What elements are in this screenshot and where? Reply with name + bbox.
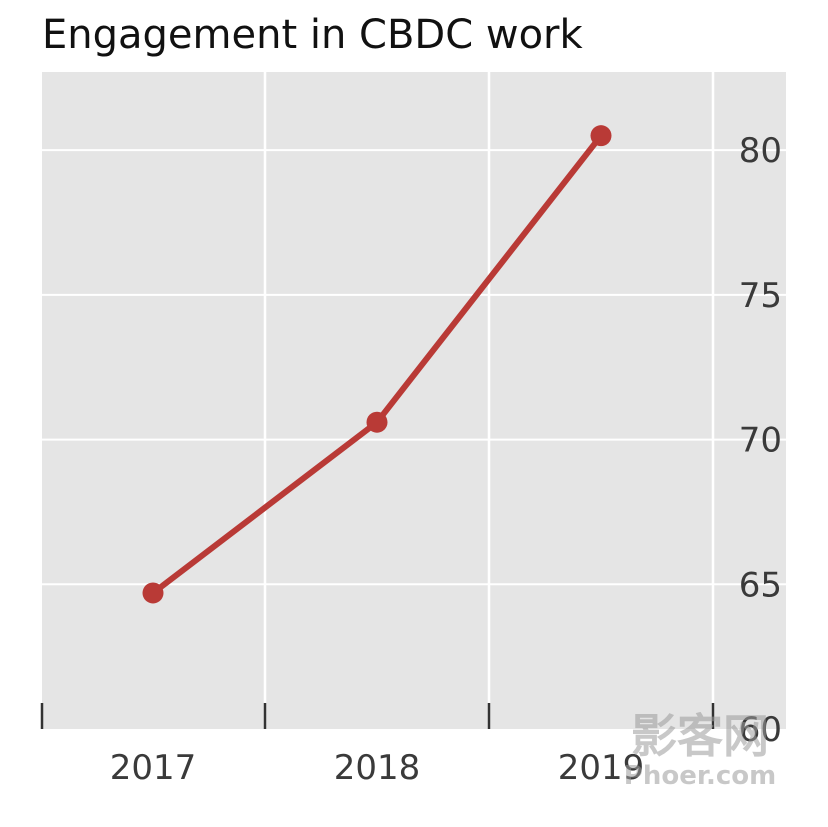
- watermark: 影客网 Phoer.com: [624, 709, 776, 791]
- x-tick-label-2017: 2017: [110, 748, 197, 788]
- data-point-2019: [590, 125, 612, 147]
- watermark-text-cn: 影客网: [631, 709, 769, 763]
- chart-title: Engagement in CBDC work: [42, 12, 583, 58]
- x-tick-label-2019: 2019: [558, 748, 645, 788]
- series-layer: [142, 125, 612, 604]
- watermark-text-site: Phoer.com: [624, 761, 776, 791]
- y-tick-label-80: 80: [739, 131, 782, 171]
- data-point-2018: [366, 411, 388, 433]
- y-tick-label-65: 65: [739, 565, 782, 605]
- data-point-2017: [142, 582, 164, 604]
- y-tick-label-60: 60: [739, 710, 782, 750]
- x-tick-label-2018: 2018: [334, 748, 421, 788]
- y-tick-label-75: 75: [739, 276, 782, 316]
- y-tick-label-70: 70: [739, 421, 782, 461]
- plot-background: [42, 72, 786, 729]
- axes: 2017 2018 2019 60 65 70 75 80: [40, 131, 782, 788]
